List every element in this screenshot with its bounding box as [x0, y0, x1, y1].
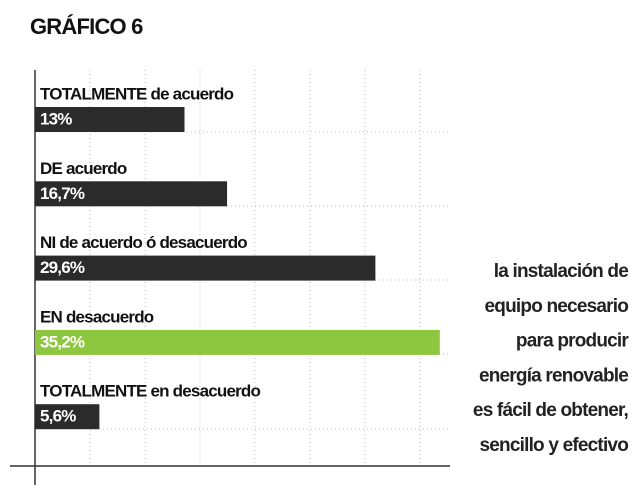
- annotation-line: es fácil de obtener,: [473, 400, 629, 421]
- bar: [35, 255, 376, 281]
- value-label: 35,2%: [40, 332, 85, 351]
- value-label: 29,6%: [40, 258, 85, 277]
- bar: [35, 181, 228, 207]
- bar: [35, 404, 100, 430]
- annotation-line: equipo necesario: [485, 296, 629, 317]
- value-label: 16,7%: [40, 184, 85, 203]
- category-label: TOTALMENTE en desacuerdo: [40, 382, 261, 401]
- value-label: 13%: [40, 109, 72, 128]
- category-label: EN desacuerdo: [40, 307, 154, 326]
- annotation-line: para producir: [516, 331, 629, 352]
- category-label: DE acuerdo: [40, 159, 127, 178]
- bar: [35, 329, 440, 355]
- chart-title: GRÁFICO 6: [30, 14, 143, 39]
- annotation-line: energía renovable: [479, 365, 628, 386]
- value-label: 5,6%: [40, 407, 76, 426]
- category-label: TOTALMENTE de acuerdo: [40, 84, 234, 103]
- category-label: NI de acuerdo ó desacuerdo: [40, 233, 247, 252]
- bar: [35, 107, 185, 132]
- annotation-line: sencillo y efectivo: [480, 435, 629, 456]
- annotation-line: la instalación de: [494, 261, 628, 282]
